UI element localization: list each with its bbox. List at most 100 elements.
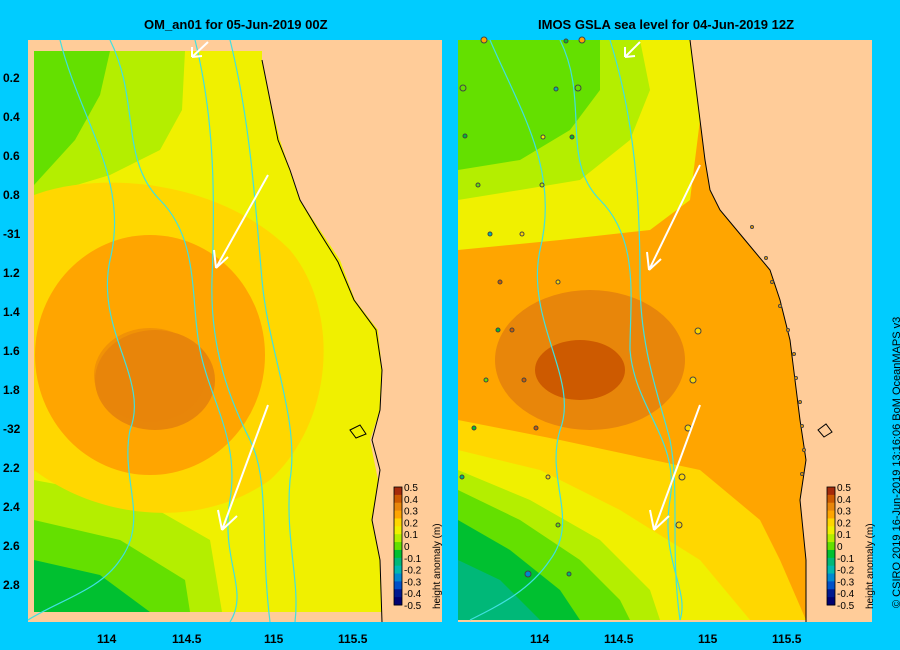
colorbar-tick-label: 0.2 — [837, 518, 851, 529]
y-tick: 0.2 — [3, 71, 20, 85]
left-panel-title: OM_an01 for 05-Jun-2019 00Z — [144, 17, 328, 32]
colorbar-tick-label: -0.2 — [404, 566, 422, 577]
x-tick: 114 — [97, 632, 117, 646]
colorbar-tick-label: -0.5 — [404, 601, 422, 612]
colorbar-label: height anomaly (m) — [432, 523, 443, 609]
y-tick: 1.4 — [3, 305, 20, 319]
left-coastline — [261, 59, 383, 623]
y-tick: 0.8 — [3, 188, 20, 202]
y-tick: 1.8 — [3, 383, 20, 397]
left-isobath-200m — [109, 39, 238, 623]
x-tick: 115.5 — [338, 632, 368, 646]
right-x-axis: 114 114.5 115 115.5 — [530, 632, 802, 646]
colorbar-tick-label: 0 — [837, 542, 843, 553]
colorbar-segment — [394, 487, 402, 496]
y-tick: 2.4 — [3, 500, 20, 514]
colorbar-segment — [827, 502, 835, 512]
x-tick: 115 — [264, 632, 284, 646]
colorbar-tick-label: 0.3 — [404, 507, 418, 518]
x-tick: 115.5 — [772, 632, 802, 646]
colorbar-segment — [827, 487, 835, 496]
left-land-mass — [262, 40, 442, 622]
colorbar-frame — [393, 486, 403, 606]
right-colorbar: 0.50.40.30.20.10-0.1-0.2-0.3-0.4-0.5 heig… — [826, 483, 876, 612]
left-map-panel: 0.2 0.4 0.6 0.8 -31 1.2 1.4 1.6 1.8 -32 … — [3, 39, 442, 646]
colorbar-tick-label: 0 — [404, 542, 410, 553]
right-coastline — [689, 39, 807, 622]
right-isobath-shelf — [469, 39, 565, 621]
y-tick: 1.6 — [3, 344, 20, 358]
colorbar-segment — [827, 597, 835, 606]
colorbar-segment — [394, 502, 402, 512]
left-x-axis: 114 114.5 115 115.5 — [97, 632, 368, 646]
left-velocity-arrows — [191, 41, 269, 531]
colorbar-tick-label: 0.4 — [837, 495, 851, 506]
colorbar-frame — [826, 486, 836, 606]
y-tick: 2.2 — [3, 461, 20, 475]
colorbar-tick-label: -0.4 — [837, 589, 855, 600]
right-isobath-1000m — [609, 39, 681, 621]
colorbar-tick-label: 0.3 — [837, 507, 851, 518]
y-tick: 0.6 — [3, 149, 20, 163]
colorbar-segment — [827, 542, 835, 551]
colorbar-segment — [394, 581, 402, 590]
colorbar-segment — [394, 510, 402, 519]
x-tick: 114.5 — [604, 632, 634, 646]
left-colorbar: 0.50.40.30.20.10-0.1-0.2-0.3-0.4-0.5 heig… — [393, 483, 443, 612]
right-velocity-arrows — [624, 41, 701, 531]
colorbar-tick-label: -0.1 — [837, 554, 855, 565]
colorbar-segment — [827, 534, 835, 543]
colorbar-segment — [827, 589, 835, 598]
colorbar-segment — [394, 597, 402, 606]
left-isobath-shelf — [27, 39, 135, 621]
colorbar-tick-label: -0.5 — [837, 601, 855, 612]
y-tick: 2.6 — [3, 539, 20, 553]
colorbar-tick-label: 0.1 — [837, 530, 851, 541]
y-tick: -32 — [3, 422, 21, 436]
left-isobath-1000m — [194, 39, 271, 623]
colorbar-tick-label: 0.4 — [404, 495, 418, 506]
y-tick: -31 — [3, 227, 21, 241]
colorbar-tick-label: -0.3 — [404, 577, 422, 588]
colorbar-tick-label: -0.4 — [404, 589, 422, 600]
colorbar-segment — [827, 573, 835, 582]
x-tick: 115 — [698, 632, 718, 646]
colorbar-tick-label: 0.1 — [404, 530, 418, 541]
right-panel-title: IMOS GSLA sea level for 04-Jun-2019 12Z — [538, 17, 795, 32]
y-tick: 2.8 — [3, 578, 20, 592]
colorbar-segment — [394, 589, 402, 598]
colorbar-segment — [827, 510, 835, 519]
right-map-panel: 114 114.5 115 115.5 — [458, 36, 872, 646]
colorbar-segment — [827, 557, 835, 567]
y-tick: 0.4 — [3, 110, 20, 124]
right-coastal-gauges — [750, 225, 806, 476]
colorbar-segment — [394, 526, 402, 535]
colorbar-tick-label: -0.1 — [404, 554, 422, 565]
colorbar-segment — [827, 518, 835, 527]
right-isobath-200m — [559, 39, 683, 621]
colorbar-tick-label: 0.5 — [837, 483, 851, 494]
right-observation-points — [459, 36, 702, 578]
colorbar-tick-label: 0.5 — [404, 483, 418, 494]
colorbar-segment — [394, 557, 402, 567]
left-y-axis: 0.2 0.4 0.6 0.8 -31 1.2 1.4 1.6 1.8 -32 … — [3, 71, 21, 592]
colorbar-segment — [394, 542, 402, 551]
credit-text: © CSIRO 2019 16-Jun-2019 13:16:06 BoM Oc… — [891, 316, 900, 608]
colorbar-segment — [394, 573, 402, 582]
colorbar-segment — [827, 494, 835, 504]
colorbar-label: height anomaly (m) — [865, 523, 876, 609]
y-tick: 1.2 — [3, 266, 20, 280]
colorbar-segment — [827, 581, 835, 590]
colorbar-segment — [394, 565, 402, 575]
colorbar-tick-label: -0.3 — [837, 577, 855, 588]
colorbar-segment — [827, 526, 835, 535]
x-tick: 114 — [530, 632, 550, 646]
colorbar-segment — [394, 534, 402, 543]
colorbar-segment — [394, 518, 402, 527]
colorbar-segment — [394, 549, 402, 559]
colorbar-segment — [827, 549, 835, 559]
colorbar-tick-label: 0.2 — [404, 518, 418, 529]
right-land-mass — [690, 40, 872, 622]
colorbar-segment — [394, 494, 402, 504]
